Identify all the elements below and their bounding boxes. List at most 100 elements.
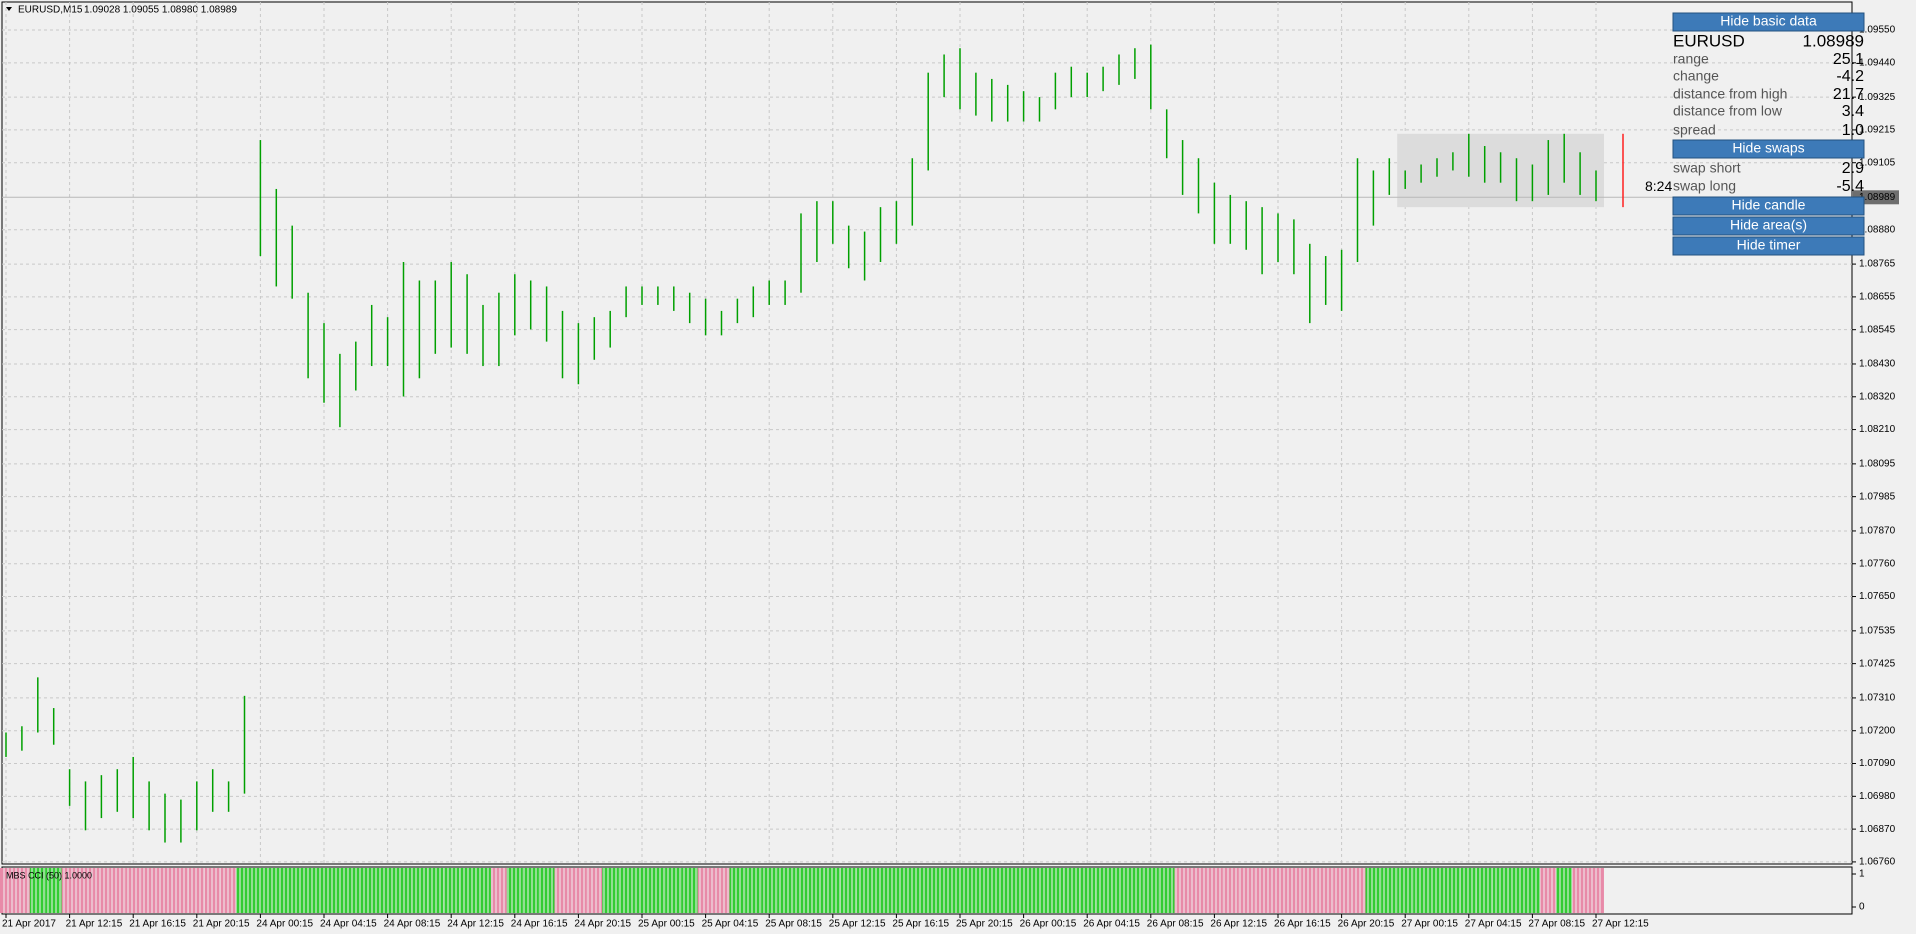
button-bg[interactable] — [1672, 139, 1865, 159]
indicator-bar — [1254, 868, 1271, 913]
indicator-bar — [61, 868, 78, 913]
collapse-icon — [6, 7, 12, 11]
indicator-bar — [618, 868, 635, 913]
x-tick-label: 27 Apr 08:15 — [1528, 919, 1585, 930]
y-tick-label: 1.08210 — [1859, 424, 1896, 435]
indicator-bar — [411, 868, 428, 913]
x-tick-label: 24 Apr 12:15 — [447, 919, 504, 930]
x-tick-label: 26 Apr 00:15 — [1020, 919, 1077, 930]
x-tick-label: 24 Apr 08:15 — [384, 919, 441, 930]
quote-label: 1.09028 1.09055 1.08980 1.08989 — [84, 5, 237, 16]
x-tick-label: 21 Apr 20:15 — [193, 919, 250, 930]
x-tick-label: 25 Apr 20:15 — [956, 919, 1013, 930]
y-tick-label: 1.08095 — [1859, 459, 1896, 470]
indicator-bar — [1095, 868, 1112, 913]
y-tick-label: 1.08765 — [1859, 259, 1896, 270]
x-tick-label: 24 Apr 16:15 — [511, 919, 568, 930]
x-tick-label: 25 Apr 08:15 — [765, 919, 822, 930]
indicator-bar — [1285, 868, 1302, 913]
x-tick-label: 21 Apr 16:15 — [129, 919, 186, 930]
button-bg[interactable] — [1672, 196, 1865, 216]
indicator-bar — [570, 868, 587, 913]
indicator-bar — [586, 868, 603, 913]
indicator-bar — [1492, 868, 1509, 913]
button-label[interactable]: Hide candle — [1732, 197, 1806, 213]
row-value: 1.0 — [1842, 122, 1864, 139]
y-tick-label: 1.09215 — [1859, 125, 1896, 136]
indicator-bar — [1429, 868, 1445, 913]
indicator-bar — [1349, 868, 1366, 913]
button[interactable]: Hide candle — [1672, 196, 1865, 216]
y-tick-label: 1.07535 — [1859, 625, 1896, 636]
button[interactable]: Hide timer — [1672, 236, 1865, 256]
indicator-bar — [665, 868, 682, 913]
indicator-bar — [1444, 868, 1461, 913]
indicator-bar — [713, 868, 730, 913]
button-label[interactable]: Hide timer — [1737, 237, 1801, 253]
y-tick-label: 1.08320 — [1859, 391, 1896, 402]
x-tick-label: 27 Apr 12:15 — [1592, 919, 1649, 930]
y-tick-label: 1.09550 — [1859, 25, 1896, 36]
indicator-bar — [840, 868, 857, 913]
y-tick-label: 1.08655 — [1859, 292, 1896, 303]
button-bg[interactable] — [1672, 236, 1865, 256]
row-label: distance from low — [1673, 103, 1783, 119]
button-label[interactable]: Hide swaps — [1732, 140, 1804, 156]
y-tick-label: 1.08430 — [1859, 359, 1896, 370]
indicator-bar — [0, 868, 14, 913]
indicator-bar — [697, 868, 714, 913]
indicator-bar — [1238, 868, 1255, 913]
plot-frame — [1, 1, 1853, 865]
indicator-bar — [1365, 868, 1382, 913]
y-tick-label: 1.07310 — [1859, 693, 1896, 704]
x-tick-label: 25 Apr 16:15 — [892, 919, 949, 930]
indicator-bar — [856, 868, 873, 913]
y-tick-label: 1 — [1859, 869, 1865, 880]
indicator-bar — [13, 868, 30, 913]
indicator-bar — [1063, 868, 1080, 913]
symbol-label: EURUSD,M15 — [18, 5, 83, 16]
button[interactable]: Hide swaps — [1672, 139, 1865, 159]
x-tick-label: 26 Apr 20:15 — [1338, 919, 1395, 930]
indicator-bar — [538, 868, 555, 913]
x-tick-label: 27 Apr 04:15 — [1465, 919, 1522, 930]
indicator-bar — [490, 868, 507, 913]
button[interactable]: Hide basic data — [1672, 12, 1865, 32]
indicator-bar — [1317, 868, 1334, 913]
indicator-bar — [45, 868, 62, 913]
x-tick-label: 26 Apr 12:15 — [1210, 919, 1267, 930]
row-label: swap short — [1673, 160, 1741, 176]
row-label: range — [1673, 51, 1709, 67]
indicator-bar — [1381, 868, 1398, 913]
price: 1.08989 — [1803, 31, 1864, 50]
indicator-bar — [1174, 868, 1191, 913]
indicator-bar — [1111, 868, 1127, 913]
indicator-bar — [554, 868, 571, 913]
indicator-bar — [1333, 868, 1350, 913]
indicator-bar — [1079, 868, 1096, 913]
row-label: distance from high — [1673, 86, 1787, 102]
row-value: 3.4 — [1842, 103, 1864, 120]
indicator-bar — [808, 868, 825, 913]
row-value: 2.9 — [1842, 160, 1864, 177]
row-label: swap long — [1673, 178, 1736, 194]
y-tick-label: 1.07985 — [1859, 491, 1896, 502]
button-label[interactable]: Hide area(s) — [1730, 217, 1807, 233]
button-label[interactable]: Hide basic data — [1720, 13, 1817, 29]
x-tick-label: 25 Apr 04:15 — [702, 919, 759, 930]
indicator-bar — [1142, 868, 1159, 913]
indicator-label: MBS CCI (50) 1.0000 — [6, 870, 92, 880]
indicator-bar — [427, 868, 444, 913]
indicator-bar — [77, 868, 94, 913]
indicator-bar — [1413, 868, 1430, 913]
indicator-bar — [1270, 868, 1286, 913]
x-tick-label: 27 Apr 00:15 — [1401, 919, 1458, 930]
indicator-bar — [1460, 868, 1477, 913]
button-bg[interactable] — [1672, 216, 1865, 236]
indicator-bar — [1476, 868, 1493, 913]
button-bg[interactable] — [1672, 12, 1865, 32]
indicator-bar — [443, 868, 460, 913]
button[interactable]: Hide area(s) — [1672, 216, 1865, 236]
x-tick-label: 26 Apr 16:15 — [1274, 919, 1331, 930]
